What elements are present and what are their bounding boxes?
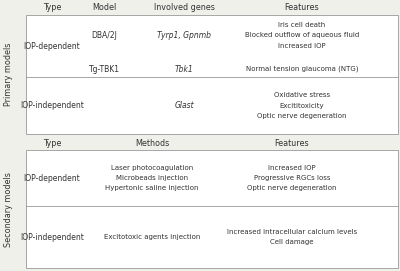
Text: Type: Type [43,3,61,12]
Text: Optic nerve degeneration: Optic nerve degeneration [247,185,337,192]
Text: Excititoxicity: Excititoxicity [280,103,324,109]
Text: IOP-dependent: IOP-dependent [24,174,80,183]
Text: Primary models: Primary models [4,43,13,106]
Text: Increased IOP: Increased IOP [268,165,316,171]
Text: Cell damage: Cell damage [270,239,314,245]
Text: DBA/2J: DBA/2J [91,31,117,40]
Text: Normal tension glaucoma (NTG): Normal tension glaucoma (NTG) [246,66,358,72]
Text: Iris cell death: Iris cell death [278,22,326,28]
Text: Blocked outflow of aqueous fluid: Blocked outflow of aqueous fluid [245,32,359,38]
Text: IOP-independent: IOP-independent [20,101,84,110]
Text: Tg-TBK1: Tg-TBK1 [88,64,120,74]
Text: IOP-dependent: IOP-dependent [24,41,80,51]
Text: Tyrp1, Gpnmb: Tyrp1, Gpnmb [157,31,211,40]
Text: Features: Features [275,138,309,148]
Text: Type: Type [43,138,61,148]
Text: Features: Features [285,3,319,12]
Text: Increased intracellular calcium levels: Increased intracellular calcium levels [227,229,357,235]
Text: Secondary models: Secondary models [4,172,13,247]
Text: Excitotoxic agents injection: Excitotoxic agents injection [104,234,200,240]
Text: Tbk1: Tbk1 [175,64,193,74]
Text: Methods: Methods [135,138,169,148]
Text: IOP-independent: IOP-independent [20,233,84,242]
Text: Increased IOP: Increased IOP [278,43,326,49]
Text: Oxidative stress: Oxidative stress [274,92,330,98]
Text: Model: Model [92,3,116,12]
Text: Microbeads injection: Microbeads injection [116,175,188,181]
Bar [26,15,398,134]
Text: Hypertonic saline injection: Hypertonic saline injection [105,185,199,192]
Text: Laser photocoagulation: Laser photocoagulation [111,165,193,171]
Text: Involved genes: Involved genes [154,3,214,12]
Text: Optic nerve degeneration: Optic nerve degeneration [257,113,347,119]
Text: Progressive RGCs loss: Progressive RGCs loss [254,175,330,181]
Bar [26,150,398,268]
Text: Glast: Glast [174,101,194,110]
